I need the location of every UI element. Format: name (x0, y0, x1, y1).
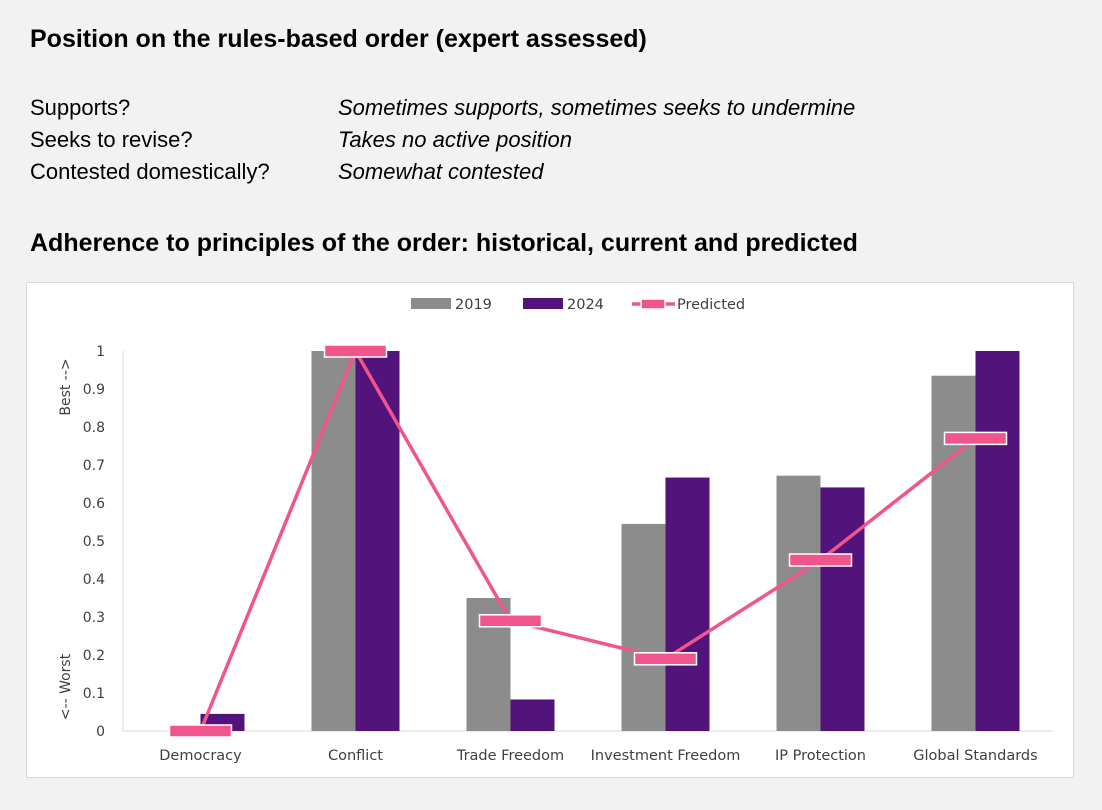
x-category-label: Investment Freedom (591, 748, 741, 764)
position-title: Position on the rules-based order (exper… (30, 25, 647, 53)
position-answer: Takes no active position (338, 127, 572, 152)
predicted-marker-trade-freedom (478, 614, 543, 628)
y-tick-label: 1 (96, 344, 105, 360)
legend-label-predicted: Predicted (677, 297, 745, 313)
predicted-line (198, 349, 977, 732)
y-tick-label: 0.4 (83, 572, 105, 588)
bar-2024-ip-protection (820, 487, 865, 731)
legend-swatch-2024 (523, 298, 563, 309)
bar-2019-investment-freedom (621, 523, 666, 731)
y-tick-label: 0.2 (83, 648, 105, 664)
bar-2024-investment-freedom (665, 477, 710, 731)
position-question: Seeks to revise? (30, 127, 193, 152)
y-tick-label: 0.6 (83, 496, 105, 512)
y-tick-label: 0.1 (83, 686, 105, 702)
predicted-marker-conflict (323, 344, 388, 358)
predicted-marker-investment-freedom (633, 652, 698, 666)
x-category-label: Global Standards (913, 748, 1037, 764)
predicted-marker-democracy (168, 724, 233, 738)
x-category-label: Trade Freedom (456, 748, 564, 764)
predicted-marker-ip-protection (788, 553, 853, 567)
legend-swatch-2019 (411, 298, 451, 309)
y-tick-label: 0.9 (83, 382, 105, 398)
position-question: Supports? (30, 95, 131, 120)
position-question: Contested domestically? (30, 159, 270, 184)
position-answer: Sometimes supports, sometimes seeks to u… (338, 95, 856, 120)
bar-2024-trade-freedom (510, 699, 555, 731)
legend-label-2019: 2019 (455, 297, 492, 313)
x-category-label: Democracy (159, 748, 242, 764)
y-tick-label: 0.5 (83, 534, 105, 550)
bar-2024-conflict (355, 351, 400, 731)
bar-2019-conflict (311, 351, 356, 731)
y-tick-label: 0 (96, 724, 105, 740)
y-axis-title-best: Best --> (58, 358, 74, 415)
bar-2019-global-standards (931, 375, 976, 731)
y-axis-title-worst: <-- Worst (58, 653, 74, 720)
chart-svg: 0 0.1 0.2 0.3 0.4 0.5 0.6 0.7 0.8 0.9 1 Best --> <--… (58, 297, 1053, 764)
y-tick-label: 0.7 (83, 458, 105, 474)
y-tick-label: 0.8 (83, 420, 105, 436)
y-tick-label: 0.3 (83, 610, 105, 626)
bar-2024-global-standards (975, 351, 1020, 731)
position-answer: Somewhat contested (338, 159, 544, 184)
legend-label-2024: 2024 (567, 297, 604, 313)
x-category-label: Conflict (328, 748, 383, 764)
x-category-label: IP Protection (775, 748, 866, 764)
bar-2019-ip-protection (776, 475, 821, 731)
legend-marker-predicted (640, 298, 666, 310)
predicted-marker-global-standards (943, 431, 1008, 446)
adherence-title: Adherence to principles of the order: hi… (30, 229, 858, 257)
adherence-chart: 0 0.1 0.2 0.3 0.4 0.5 0.6 0.7 0.8 0.9 1 Best --> <--… (26, 282, 1074, 778)
